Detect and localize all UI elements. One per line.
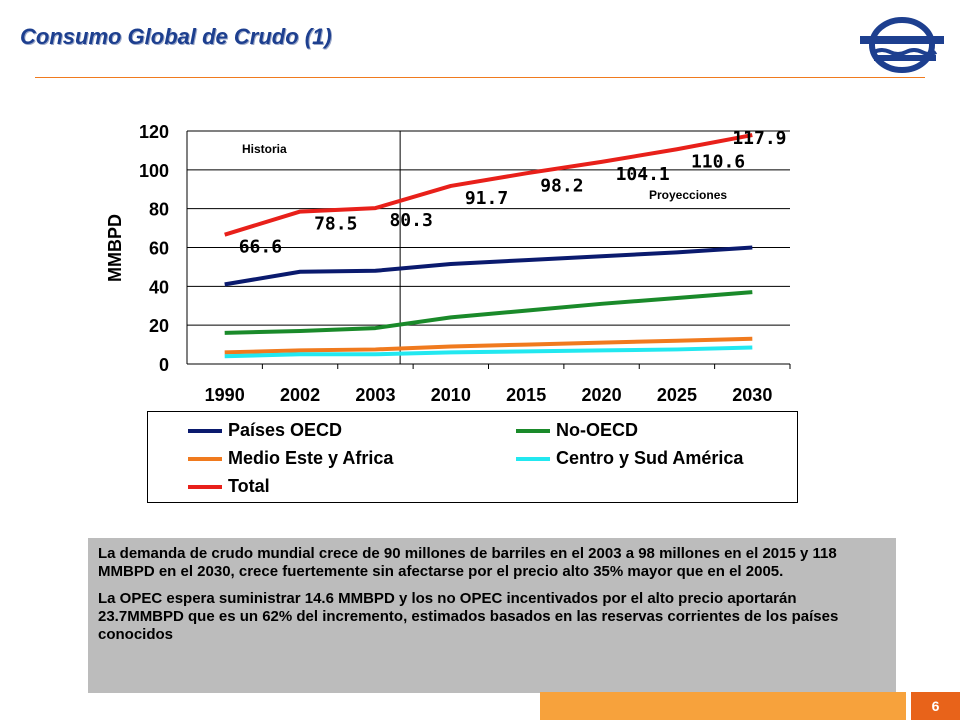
note-paragraph-2: La OPEC espera suministrar 14.6 MMBPD y …	[98, 590, 839, 643]
legend-swatch	[188, 456, 222, 461]
x-tick-label: 2002	[280, 385, 320, 405]
legend-item: Centro y Sud América	[516, 448, 743, 469]
company-logo-icon	[860, 17, 944, 73]
data-label: 80.3	[389, 210, 432, 231]
legend-item: No-OECD	[516, 420, 638, 441]
series-line-medio-este-y-africa	[224, 336, 753, 355]
data-label: 104.1	[616, 164, 670, 185]
y-tick-label: 40	[149, 277, 169, 297]
annotation-proyecciones: Proyecciones	[649, 188, 727, 202]
y-axis-label: MMBPD	[105, 214, 125, 282]
x-tick-label: 2025	[657, 385, 697, 405]
legend-swatch	[188, 484, 222, 489]
annotation-historia: Historia	[242, 142, 287, 156]
x-tick-label: 2010	[431, 385, 471, 405]
y-tick-label: 100	[139, 161, 169, 181]
x-tick-label: 2003	[355, 385, 395, 405]
legend-item: Medio Este y Africa	[188, 448, 393, 469]
legend-label: No-OECD	[556, 420, 638, 440]
page-number: 6	[911, 692, 960, 720]
legend-label: Medio Este y Africa	[228, 448, 394, 468]
data-label: 110.6	[691, 151, 745, 172]
summary-note: La demanda de crudo mundial crece de 90 …	[88, 538, 896, 693]
series-line-centro-y-sud-am-rica	[224, 345, 753, 359]
data-label: 98.2	[540, 175, 583, 196]
oil-consumption-chart: 0 20 40 60 80 100 120 1990 2002 2003 2010 2015 2020 2…	[105, 122, 791, 405]
y-tick-label: 120	[139, 122, 169, 142]
legend-label: Países OECD	[228, 420, 343, 440]
legend-item: Total	[188, 476, 270, 497]
data-label: 117.9	[732, 128, 786, 149]
x-tick-label: 2030	[732, 385, 772, 405]
footer-bar	[540, 692, 906, 720]
slide-title: Consumo Global de Crudo (1)	[20, 24, 332, 49]
legend-swatch	[188, 428, 222, 433]
legend-item: Países OECD	[188, 420, 342, 441]
x-tick-label: 2020	[582, 385, 622, 405]
legend-swatch	[516, 428, 550, 433]
series-line-pa-ses-oecd	[224, 245, 753, 287]
series-line-total	[224, 133, 753, 237]
data-label: 91.7	[465, 188, 508, 209]
note-paragraph-1: La demanda de crudo mundial crece de 90 …	[98, 545, 837, 580]
series-line-no-oecd	[224, 290, 753, 335]
y-tick-label: 20	[149, 316, 169, 336]
x-tick-label: 2015	[506, 385, 546, 405]
x-tick-label: 1990	[205, 385, 245, 405]
title-divider	[35, 77, 925, 78]
legend-label: Total	[228, 476, 270, 496]
legend-label: Centro y Sud América	[556, 448, 744, 468]
y-tick-label: 80	[149, 200, 169, 220]
data-label: 78.5	[314, 214, 357, 235]
legend-swatch	[516, 456, 550, 461]
chart-legend: Países OECD No-OECD Medio Este y Africa Cen…	[147, 411, 798, 503]
y-tick-label: 60	[149, 239, 169, 259]
data-label: 66.6	[239, 237, 282, 258]
y-tick-label: 0	[159, 355, 169, 375]
